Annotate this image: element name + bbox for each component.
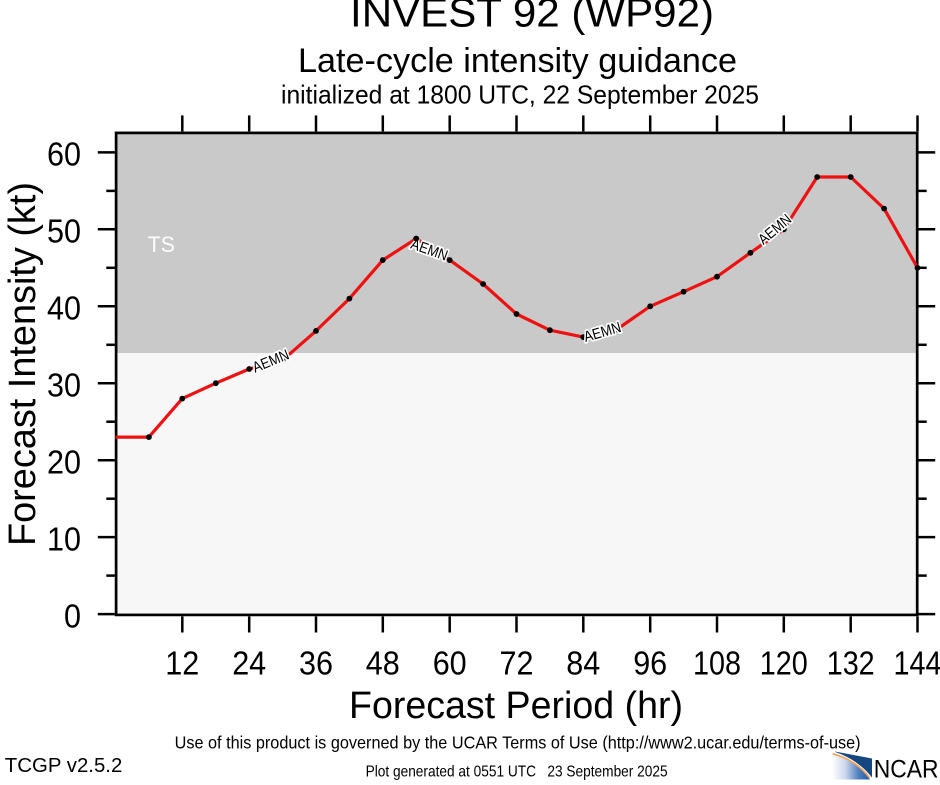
svg-text:36: 36 bbox=[299, 645, 333, 682]
svg-text:30: 30 bbox=[47, 366, 81, 403]
svg-text:50: 50 bbox=[47, 213, 81, 250]
svg-text:Late-cycle intensity guidance: Late-cycle intensity guidance bbox=[298, 42, 737, 80]
svg-text:48: 48 bbox=[366, 645, 400, 682]
svg-text:0: 0 bbox=[64, 597, 81, 634]
svg-text:Forecast Period (hr): Forecast Period (hr) bbox=[349, 685, 683, 727]
svg-text:20: 20 bbox=[47, 443, 81, 480]
svg-text:84: 84 bbox=[566, 645, 600, 682]
svg-text:132: 132 bbox=[827, 645, 875, 682]
svg-text:TS: TS bbox=[148, 232, 175, 257]
svg-text:Use of this product is governe: Use of this product is governed by the U… bbox=[175, 733, 861, 753]
svg-text:NCAR: NCAR bbox=[874, 756, 939, 781]
svg-text:10: 10 bbox=[47, 520, 81, 557]
svg-text:96: 96 bbox=[633, 645, 667, 682]
svg-text:120: 120 bbox=[760, 645, 808, 682]
svg-text:12: 12 bbox=[165, 645, 199, 682]
svg-text:60: 60 bbox=[433, 645, 467, 682]
svg-text:TCGP v2.5.2: TCGP v2.5.2 bbox=[5, 755, 123, 777]
svg-text:60: 60 bbox=[47, 136, 81, 173]
svg-text:24: 24 bbox=[232, 645, 266, 682]
svg-text:108: 108 bbox=[693, 645, 741, 682]
svg-text:Forecast Intensity (kt): Forecast Intensity (kt) bbox=[2, 182, 44, 546]
svg-text:40: 40 bbox=[47, 290, 81, 327]
svg-text:72: 72 bbox=[500, 645, 534, 682]
svg-text:Plot generated at 0551 UTC 2: Plot generated at 0551 UTC 23 September … bbox=[366, 763, 668, 780]
svg-text:initialized at 1800 UTC, 22 Se: initialized at 1800 UTC, 22 September 20… bbox=[281, 80, 759, 110]
svg-text:INVEST 92 (WP92): INVEST 92 (WP92) bbox=[350, 0, 714, 36]
svg-text:144: 144 bbox=[894, 645, 940, 682]
